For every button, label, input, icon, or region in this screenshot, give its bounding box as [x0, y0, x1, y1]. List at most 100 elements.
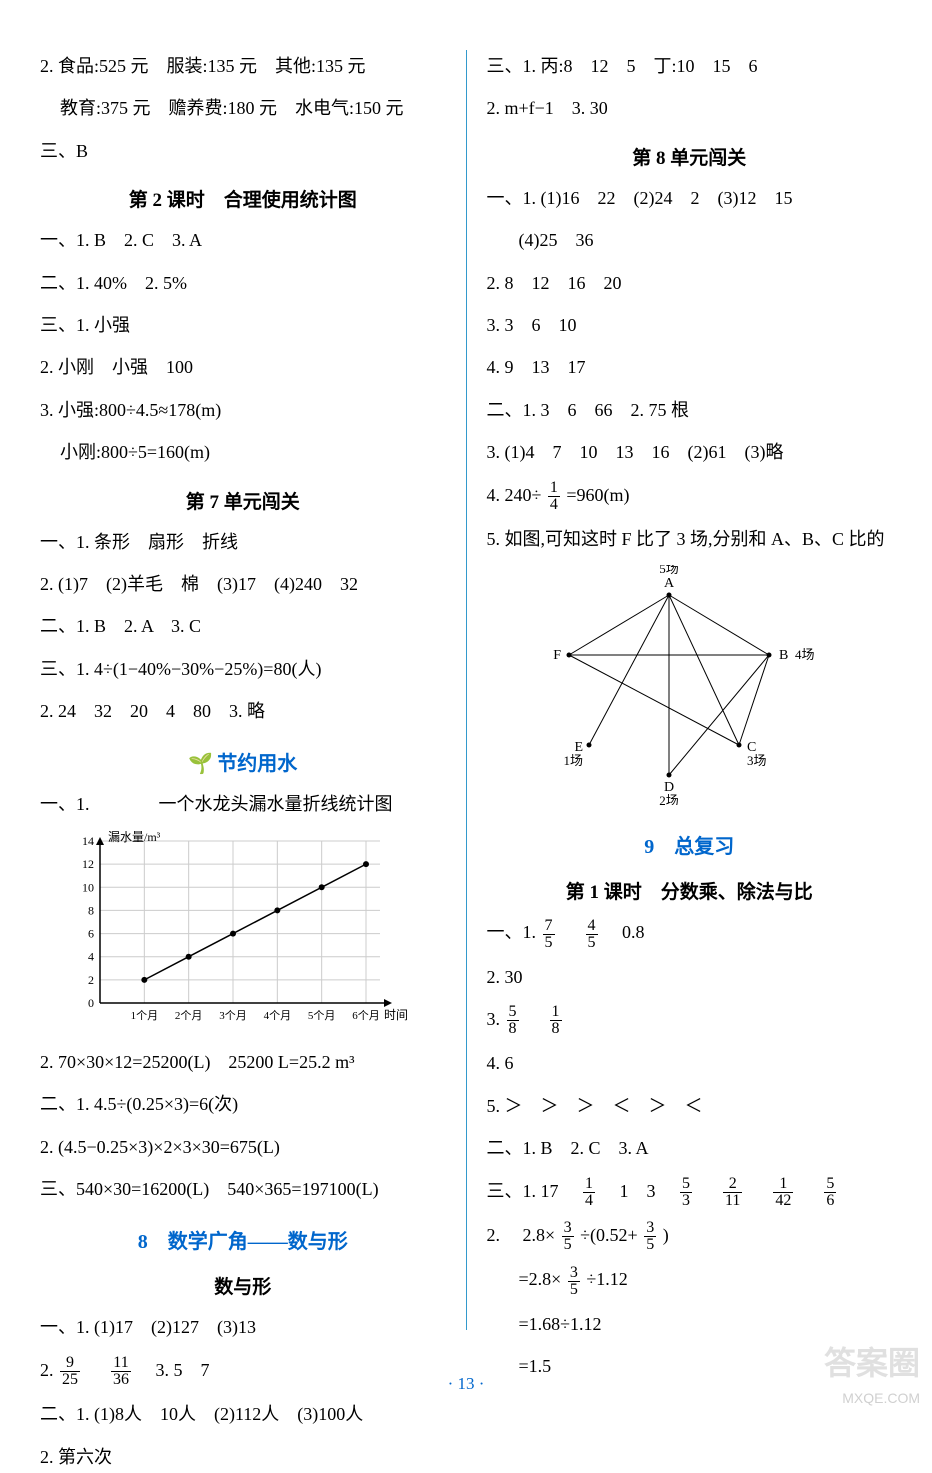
svg-text:0: 0: [88, 996, 94, 1010]
text-line: 2. 70×30×12=25200(L) 25200 L=25.2 m³: [40, 1046, 446, 1078]
text-line: 5. ＞ ＞ ＞ ＜ ＞ ＜: [487, 1090, 893, 1122]
svg-text:2个月: 2个月: [175, 1009, 203, 1022]
text-line: 4. 6: [487, 1047, 893, 1079]
text-line: 二、1. B 2. C 3. A: [487, 1132, 893, 1164]
text-line: 一、1. 75 45 0.8: [487, 916, 893, 950]
page-number: · 13 ·: [448, 1374, 485, 1394]
section-title: 第 1 课时 分数乘、除法与比: [487, 877, 893, 904]
text-line: 2. 30: [487, 961, 893, 993]
chapter-title: 🌱节约用水: [40, 747, 446, 776]
text-line: 二、1. 4.5÷(0.25×3)=6(次): [40, 1088, 446, 1120]
text-line: (4)25 36: [487, 224, 893, 256]
text-line: 2. 食品:525 元 服装:135 元 其他:135 元: [40, 50, 446, 82]
text-line: 4. 240÷ 14 =960(m): [487, 479, 893, 513]
text-line: 三、B: [40, 135, 446, 167]
section-title: 第 8 单元闯关: [487, 143, 893, 170]
section-title: 数与形: [40, 1272, 446, 1299]
text-line: 3. (1)4 7 10 13 16 (2)61 (3)略: [487, 436, 893, 468]
watermark-en: MXQE.COM: [842, 1390, 920, 1406]
text-line: 二、1. 40% 2. 5%: [40, 267, 446, 299]
svg-text:1个月: 1个月: [131, 1009, 159, 1022]
fraction: 1136: [111, 1355, 131, 1388]
fraction: 35: [568, 1265, 580, 1298]
text-line: 二、1. B 2. A 3. C: [40, 610, 446, 642]
text-line: 2. 2.8× 35 ÷(0.52+ 35 ): [487, 1219, 893, 1253]
fraction: 142: [773, 1176, 793, 1209]
fraction: 56: [824, 1176, 836, 1209]
network-graph: A5场B4场C3场D2场E1场F: [487, 565, 893, 810]
svg-text:漏水量/m³: 漏水量/m³: [108, 831, 161, 844]
svg-text:3个月: 3个月: [219, 1009, 247, 1022]
text-line: 2. 小刚 小强 100: [40, 351, 446, 383]
svg-text:3场: 3场: [747, 753, 767, 768]
line-chart: 0 2 4 6 8 10 12 14 1个月 2个月 3个月 4个月 5个月 6个月 漏水量/m³ 时间: [60, 831, 446, 1036]
chapter-title: 9 总复习: [487, 830, 893, 859]
text-line: 一、1. (1)16 22 (2)24 2 (3)12 15: [487, 182, 893, 214]
fraction: 35: [644, 1220, 656, 1253]
svg-text:F: F: [553, 648, 561, 663]
text-line: 三、1. 丙:8 12 5 丁:10 15 6: [487, 50, 893, 82]
text-line: 三、540×30=16200(L) 540×365=197100(L): [40, 1173, 446, 1205]
text-line: 一、1. B 2. C 3. A: [40, 224, 446, 256]
text-line: =2.8× 35 ÷1.12: [487, 1263, 893, 1297]
fraction: 58: [507, 1004, 519, 1037]
svg-text:5场: 5场: [659, 565, 679, 576]
watermark-cn: 答案圈: [824, 1338, 920, 1384]
svg-text:2: 2: [88, 973, 94, 987]
svg-text:4: 4: [88, 950, 94, 964]
text-line: 2. (4.5−0.25×3)×2×3×30=675(L): [40, 1131, 446, 1163]
chart-row: 一、1. 一个水龙头漏水量折线统计图: [40, 788, 446, 820]
svg-text:时间: 时间: [384, 1008, 408, 1022]
text-line: 2. 第六次: [40, 1441, 446, 1473]
svg-text:4场: 4场: [795, 647, 815, 662]
section-title: 第 7 单元闯关: [40, 487, 446, 514]
chart-prefix: 一、1.: [40, 794, 90, 814]
text-line: 2. (1)7 (2)羊毛 棉 (3)17 (4)240 32: [40, 568, 446, 600]
page-content: 2. 食品:525 元 服装:135 元 其他:135 元 教育:375 元 赡…: [30, 50, 902, 1330]
text-line: 教育:375 元 赡养费:180 元 水电气:150 元: [40, 92, 446, 124]
svg-text:2场: 2场: [659, 793, 679, 805]
svg-text:B: B: [779, 648, 788, 663]
text-line: 3. 58 18: [487, 1003, 893, 1037]
svg-text:8: 8: [88, 903, 94, 917]
text-line: =1.68÷1.12: [487, 1308, 893, 1340]
text-line: 4. 9 13 17: [487, 351, 893, 383]
svg-text:10: 10: [82, 880, 94, 894]
fraction: 14: [548, 480, 560, 513]
svg-text:1场: 1场: [564, 753, 584, 768]
svg-text:5个月: 5个月: [308, 1009, 336, 1022]
fraction: 14: [583, 1176, 595, 1209]
text-line: 3. 3 6 10: [487, 309, 893, 341]
text-line: 三、1. 小强: [40, 309, 446, 341]
svg-text:14: 14: [82, 834, 94, 848]
svg-text:12: 12: [82, 857, 94, 871]
text-line: 3. 小强:800÷4.5≈178(m): [40, 394, 446, 426]
text-line: 三、1. 4÷(1−40%−30%−25%)=80(人): [40, 653, 446, 685]
text-line: 小刚:800÷5=160(m): [40, 436, 446, 468]
text-line: 三、1. 17 14 1 3 53 211 142 56: [487, 1175, 893, 1209]
fraction: 18: [550, 1004, 562, 1037]
fraction: 45: [586, 918, 598, 951]
svg-text:6: 6: [88, 926, 94, 940]
text-line: 一、1. 条形 扇形 折线: [40, 526, 446, 558]
text-line: 2. m+f−1 3. 30: [487, 92, 893, 124]
text-line: 2. 8 12 16 20: [487, 267, 893, 299]
fraction: 53: [680, 1176, 692, 1209]
text-line: 二、1. (1)8人 10人 (2)112人 (3)100人: [40, 1398, 446, 1430]
section-title: 第 2 课时 合理使用统计图: [40, 185, 446, 212]
leaf-icon: 🌱: [188, 751, 213, 776]
fraction: 211: [723, 1176, 742, 1209]
left-column: 2. 食品:525 元 服装:135 元 其他:135 元 教育:375 元 赡…: [30, 50, 466, 1330]
svg-text:4个月: 4个月: [264, 1009, 292, 1022]
chapter-title: 8 数学广角——数与形: [40, 1225, 446, 1254]
right-column: 三、1. 丙:8 12 5 丁:10 15 6 2. m+f−1 3. 30 第…: [466, 50, 903, 1330]
text-line: 二、1. 3 6 66 2. 75 根: [487, 394, 893, 426]
text-line: 5. 如图,可知这时 F 比了 3 场,分别和 A、B、C 比的: [487, 523, 893, 555]
svg-text:A: A: [664, 576, 675, 591]
fraction: 35: [562, 1220, 574, 1253]
fraction: 925: [60, 1355, 80, 1388]
svg-text:6个月: 6个月: [352, 1009, 380, 1022]
chart-title: 一个水龙头漏水量折线统计图: [159, 794, 393, 814]
fraction: 75: [543, 918, 555, 951]
text-line: 2. 925 1136 3. 5 7: [40, 1354, 446, 1388]
